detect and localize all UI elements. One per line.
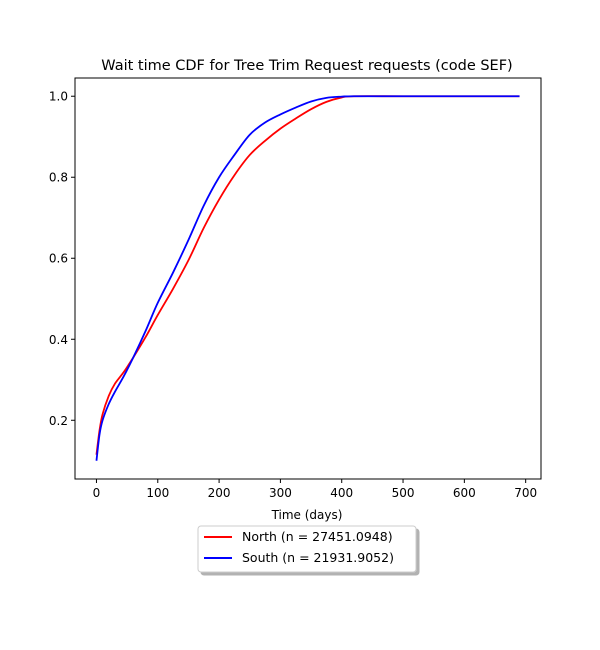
legend-box — [197, 525, 417, 573]
y-tick-label: 0.8 — [49, 171, 68, 185]
x-tick-label: 600 — [453, 486, 476, 500]
y-axis-ticks: 0.2 0.4 0.6 0.8 1.0 — [49, 90, 75, 428]
x-axis-ticks: 0 100 200 300 400 500 600 700 — [93, 479, 537, 500]
y-tick-label: 0.6 — [49, 252, 68, 266]
x-tick-label: 500 — [392, 486, 415, 500]
legend-label-south: South (n = 21931.9052) — [242, 550, 394, 565]
x-axis-label: Time (days) — [271, 508, 343, 522]
legend-label-north: North (n = 27451.0948) — [242, 529, 393, 544]
series-north-line — [95, 95, 520, 455]
x-tick-label: 100 — [146, 486, 169, 500]
series-layer — [95, 95, 520, 461]
y-tick-label: 0.2 — [49, 414, 68, 428]
series-south-line — [95, 95, 520, 461]
x-tick-label: 0 — [93, 486, 101, 500]
x-tick-label: 300 — [269, 486, 292, 500]
chart-title: Wait time CDF for Tree Trim Request requ… — [101, 58, 512, 74]
y-tick-label: 1.0 — [49, 90, 68, 104]
x-tick-label: 200 — [208, 486, 231, 500]
legend: North (n = 27451.0948) South (n = 21931.… — [197, 525, 417, 573]
plot-frame — [74, 77, 542, 480]
x-tick-label: 700 — [514, 486, 537, 500]
x-tick-label: 400 — [330, 486, 353, 500]
y-tick-label: 0.4 — [49, 333, 68, 347]
